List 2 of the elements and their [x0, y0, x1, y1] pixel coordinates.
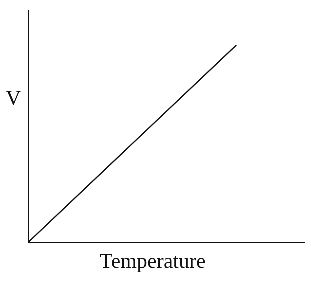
x-axis-title: Temperature	[100, 249, 206, 273]
y-axis-title: V	[6, 86, 22, 110]
